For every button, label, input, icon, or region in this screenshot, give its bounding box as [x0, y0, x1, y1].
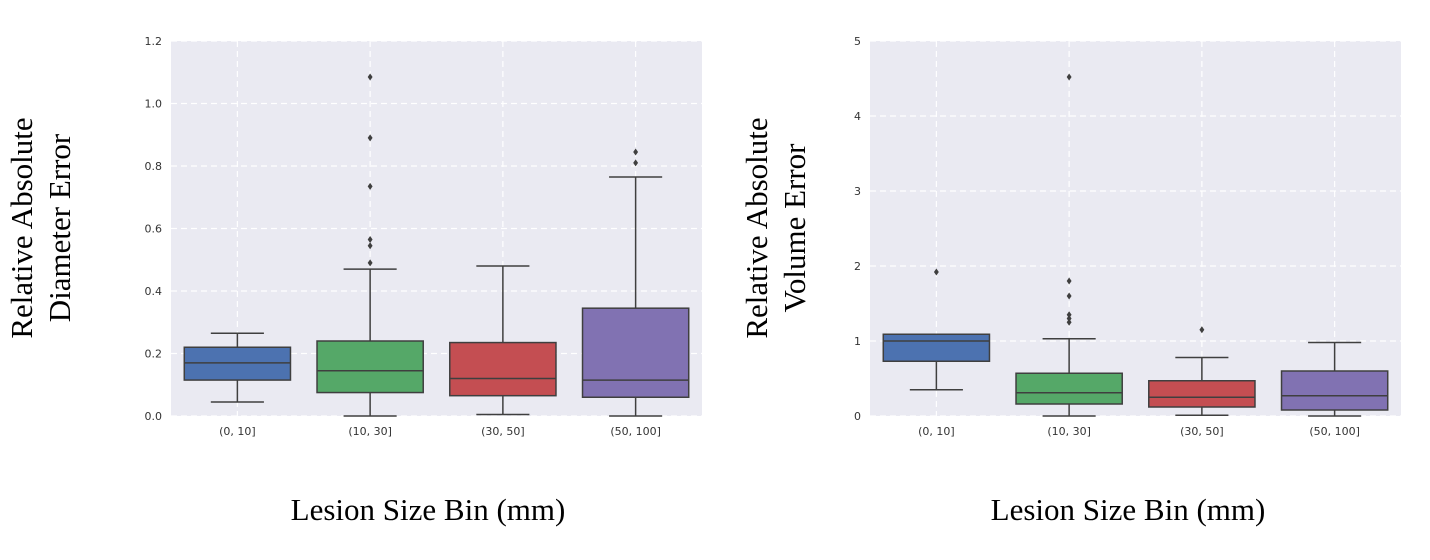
box-4: [581, 148, 690, 417]
y-tick-label: 0.8: [145, 160, 163, 173]
box-body: [1280, 370, 1389, 411]
box-body: [882, 333, 991, 362]
y-tick-label: 1.0: [145, 98, 163, 111]
box-body: [316, 340, 424, 394]
outlier-point: [367, 134, 373, 142]
box-body: [449, 341, 557, 397]
y-tick-label: 1: [854, 335, 861, 348]
y-tick-label: 0.2: [145, 348, 163, 361]
box-body: [1015, 372, 1123, 405]
box-body: [581, 307, 690, 398]
diameter-error-svg: 0.0 0.2 0.4 0.6 0.8 1.0 1.2 (0, 10] (10, 30] (30,…: [4, 35, 702, 527]
box-body: [183, 346, 292, 381]
x-tick-label: (30, 50]: [1180, 425, 1224, 438]
y-axis-title-line: Diameter Error: [42, 133, 77, 322]
y-tick-label: 2: [854, 260, 861, 273]
box-body: [1148, 380, 1256, 408]
x-tick-label: (10, 30]: [1047, 425, 1091, 438]
outlier-point: [1066, 318, 1072, 326]
box-3: [449, 265, 557, 416]
outlier-point: [1066, 277, 1072, 285]
outlier-point: [1066, 292, 1072, 300]
outlier-point: [367, 242, 373, 250]
outlier-point: [367, 259, 373, 267]
outlier-point: [1066, 315, 1072, 322]
box-4: [1280, 341, 1389, 417]
x-tick-label: (10, 30]: [348, 425, 392, 438]
x-axis-title: Lesion Size Bin (mm): [291, 492, 566, 527]
diameter-error-chart: 0.0 0.2 0.4 0.6 0.8 1.0 1.2 (0, 10] (10, 30] (30,…: [4, 35, 702, 527]
x-tick-label: (0, 10]: [918, 425, 955, 438]
y-tick-label: 0.4: [145, 285, 163, 298]
y-tick-label: 4: [854, 110, 861, 123]
y-tick-label: 5: [854, 35, 861, 48]
box-2: [316, 73, 424, 417]
y-tick-label: 1.2: [145, 35, 163, 48]
volume-error-chart: 0 1 2 3 4 5 (0, 10] (10, 30] (30, 50] (50, 100] Re…: [715, 0, 1430, 560]
y-axis-title-line: Volume Error: [777, 143, 812, 313]
outlier-point: [633, 148, 639, 156]
outlier-point: [367, 235, 373, 243]
outlier-point: [633, 159, 639, 167]
outlier-point: [1066, 73, 1072, 81]
x-tick-label: (50, 100]: [1309, 425, 1360, 438]
y-axis-title-line: Relative Absolute: [4, 117, 39, 338]
y-tick-label: 0: [854, 410, 861, 423]
volume-error-svg: 0 1 2 3 4 5 (0, 10] (10, 30] (30, 50] (50, 100] Re…: [739, 35, 1401, 527]
y-tick-label: 0.0: [145, 410, 163, 423]
outlier-point: [367, 182, 373, 190]
outlier-point: [1066, 311, 1072, 319]
outlier-point: [1199, 326, 1205, 334]
outlier-point: [367, 73, 373, 81]
x-tick-label: (30, 50]: [481, 425, 525, 438]
x-tick-label: (50, 100]: [610, 425, 661, 438]
box-3: [1148, 326, 1256, 416]
box-1: [882, 268, 991, 391]
y-axis-title-line: Relative Absolute: [739, 117, 774, 338]
outlier-point: [933, 268, 939, 276]
x-axis-title: Lesion Size Bin (mm): [991, 492, 1266, 527]
box-1: [183, 332, 292, 403]
box-2: [1015, 73, 1123, 417]
y-tick-label: 3: [854, 185, 861, 198]
y-tick-label: 0.6: [145, 223, 163, 236]
x-tick-label: (0, 10]: [219, 425, 256, 438]
